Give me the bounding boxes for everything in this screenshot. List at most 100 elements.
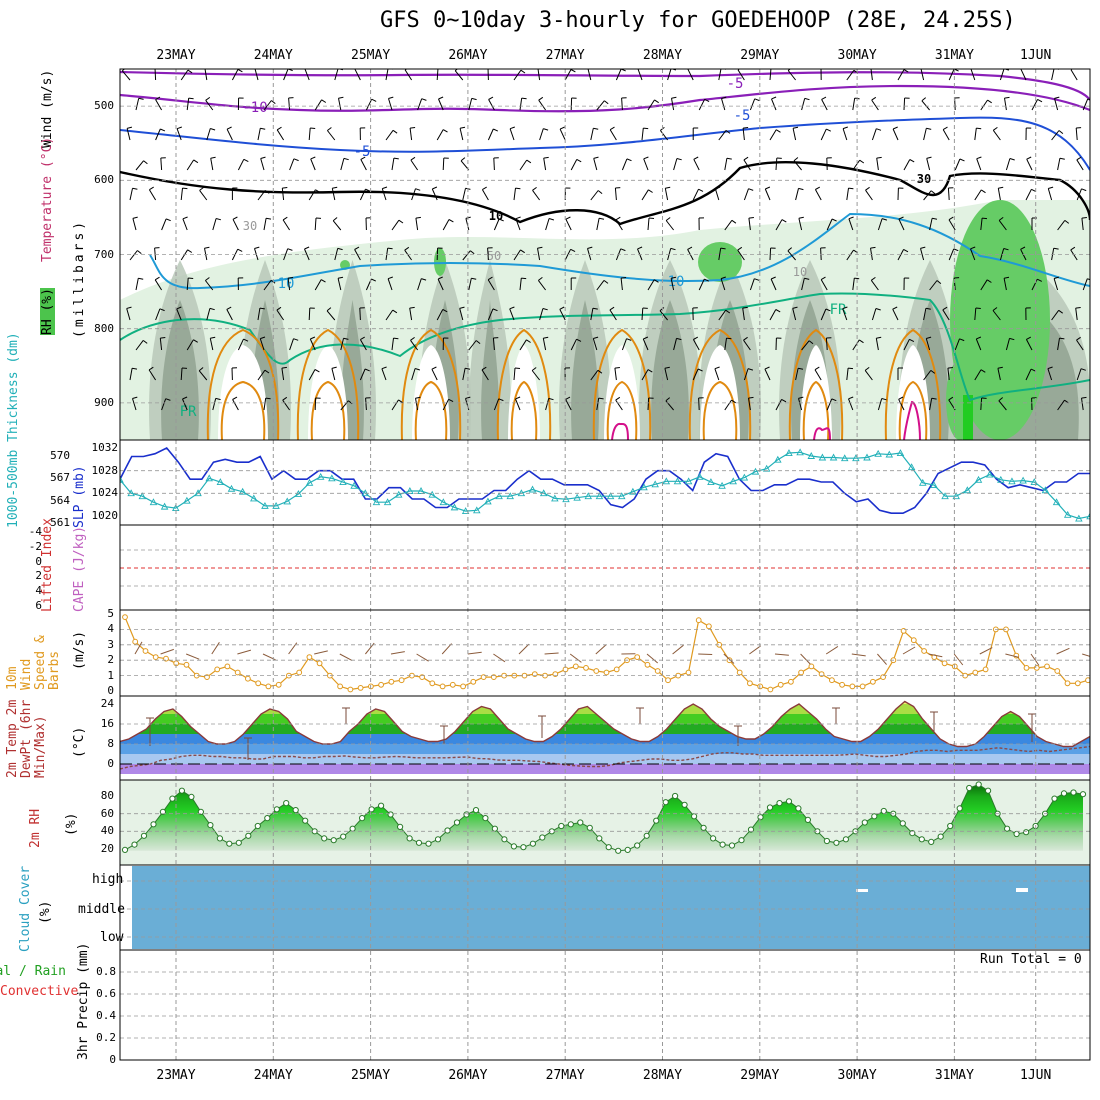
wind-barb-flag [748,396,754,399]
wind-barb [259,338,265,351]
bottom-date-30MAY: 30MAY [837,1068,877,1083]
wind-barb [493,218,500,231]
rh-point [823,837,831,845]
wind-barb-flag [626,158,632,162]
wind-barb-flag [371,278,377,282]
wind-barb [664,368,669,381]
wind-speed-point [1023,665,1030,671]
top-date-31MAY: 31MAY [934,48,974,63]
wind-barb-flag [865,186,870,191]
rh-point [605,844,612,851]
wind-barb [692,339,700,351]
wind-barb-flag [138,97,144,100]
wind-barb-flag [410,127,416,129]
thickness-point [740,473,749,481]
wind-barb-flag [282,216,288,221]
wind-barb [359,307,361,321]
wind-barb [415,398,419,411]
wind-barb-flag [1081,396,1087,399]
wind-barb [180,69,189,81]
wind-barb-flag [326,307,332,312]
rh-point [880,807,887,815]
wind10-barb [441,643,452,655]
rh-point [159,808,166,816]
wind-barb [892,128,899,141]
wind-barb-flag [748,188,754,191]
wind-barb [647,217,650,231]
bottom-date-24MAY: 24MAY [253,1068,293,1083]
thickness-point [250,494,258,502]
wind-barb-flag [953,248,959,252]
wind-barb-flag [1048,186,1054,189]
wind-barb-flag [743,156,749,161]
wind-barb [442,219,450,231]
wind-barb-flag [293,158,299,162]
wind10-barb [288,642,298,655]
thickness-point [495,492,503,500]
wind-barb [283,248,289,261]
wind-barb-flag [459,126,466,129]
thickness-point [450,503,459,511]
contour-warm-outer [788,328,844,440]
wind-barb-flag [532,186,537,191]
wind-barb [487,247,489,261]
wind-barb [826,398,833,411]
upper-air-contours: -10 -5 -5 -5 10 10 FR FR 10 30 30 50 10 [120,70,1090,440]
thickness-tick: 561 [50,516,70,529]
wind-barb [354,69,361,81]
bottom-date-27MAY: 27MAY [545,1068,585,1083]
wind-speed-point [839,681,845,688]
wind-speed-point [460,683,467,690]
rh-point [1023,829,1030,836]
wind-barb [289,338,294,351]
rh-point [264,815,271,822]
rh-point [757,814,764,821]
wind-barb [570,159,578,171]
wind-barb-flag [138,277,144,280]
wind-barb-flag [815,186,821,190]
wind-barb-flag [588,67,593,68]
wind-barb [795,368,799,381]
wind-barb-flag [909,159,915,163]
dashed-grid [120,69,1090,1060]
wind-barb-flag [1009,158,1015,161]
temp2m-plot [120,700,1090,774]
wind-barb-flag [659,307,665,312]
wind-barb-flag [992,307,998,311]
wind-barb-flag [770,276,776,280]
wind-barb [852,98,856,111]
thickness-label: 1000-500mb Thickness (dm) [6,332,21,528]
wind-barb [787,70,796,81]
contour-minus5-upper [120,116,1090,171]
wind-barb-flag [481,366,487,371]
wind-barb-flag [654,99,659,104]
contour-label: 10 [278,276,295,292]
wind-barb [590,190,599,201]
wind-barb [980,397,983,411]
temp2m-tick: 16 [100,717,114,730]
contour-warm-inner [802,380,830,440]
wind-barb [205,280,214,291]
wind-speed-point [357,685,364,691]
wind-barb [135,340,144,351]
temp-band [120,754,1090,764]
rh-point [131,841,138,848]
thickness-point [840,454,849,462]
wind-barb-flag [598,217,605,220]
wind-barb-flag [947,367,953,369]
wind-barb [519,278,522,291]
wind-barb [1076,368,1082,381]
warm-bubble [412,345,450,440]
wind-barb [1082,98,1089,111]
wind-barb [340,338,344,351]
wind-barb-flag [260,127,266,130]
wind-speed-point [388,678,395,685]
slp-line [120,447,1090,514]
wind-speed-point [665,677,671,684]
wind-barb [487,128,494,141]
wind-barb-flag [459,306,465,309]
wind-barb [642,338,649,351]
wind-barb [923,308,927,321]
wind-barb-flag [255,67,260,68]
rh-point [188,793,195,801]
